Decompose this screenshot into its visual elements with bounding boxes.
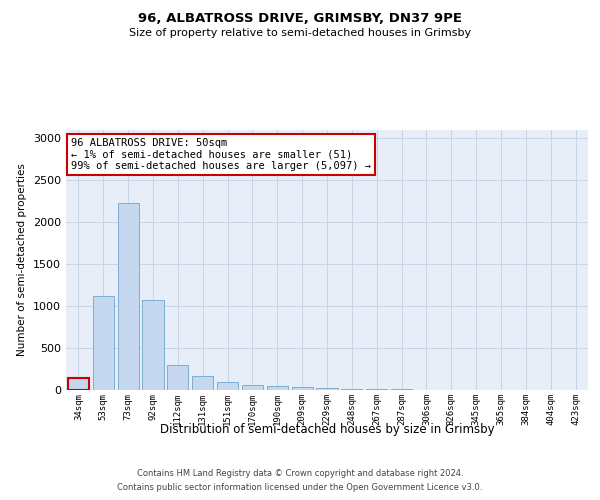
Bar bbox=[316, 388, 338, 390]
Text: Contains public sector information licensed under the Open Government Licence v3: Contains public sector information licen… bbox=[118, 484, 482, 492]
Bar bbox=[217, 382, 238, 390]
Bar bbox=[93, 296, 114, 390]
Text: Distribution of semi-detached houses by size in Grimsby: Distribution of semi-detached houses by … bbox=[160, 422, 494, 436]
Text: Size of property relative to semi-detached houses in Grimsby: Size of property relative to semi-detach… bbox=[129, 28, 471, 38]
Bar bbox=[68, 378, 89, 390]
Bar bbox=[292, 387, 313, 390]
Bar bbox=[142, 300, 164, 390]
Bar bbox=[242, 385, 263, 390]
Text: Contains HM Land Registry data © Crown copyright and database right 2024.: Contains HM Land Registry data © Crown c… bbox=[137, 468, 463, 477]
Text: 96, ALBATROSS DRIVE, GRIMSBY, DN37 9PE: 96, ALBATROSS DRIVE, GRIMSBY, DN37 9PE bbox=[138, 12, 462, 26]
Bar bbox=[192, 376, 213, 390]
Bar bbox=[341, 388, 362, 390]
Bar bbox=[267, 386, 288, 390]
Y-axis label: Number of semi-detached properties: Number of semi-detached properties bbox=[17, 164, 28, 356]
Bar bbox=[118, 203, 139, 390]
Bar bbox=[167, 366, 188, 390]
Text: 96 ALBATROSS DRIVE: 50sqm
← 1% of semi-detached houses are smaller (51)
99% of s: 96 ALBATROSS DRIVE: 50sqm ← 1% of semi-d… bbox=[71, 138, 371, 171]
